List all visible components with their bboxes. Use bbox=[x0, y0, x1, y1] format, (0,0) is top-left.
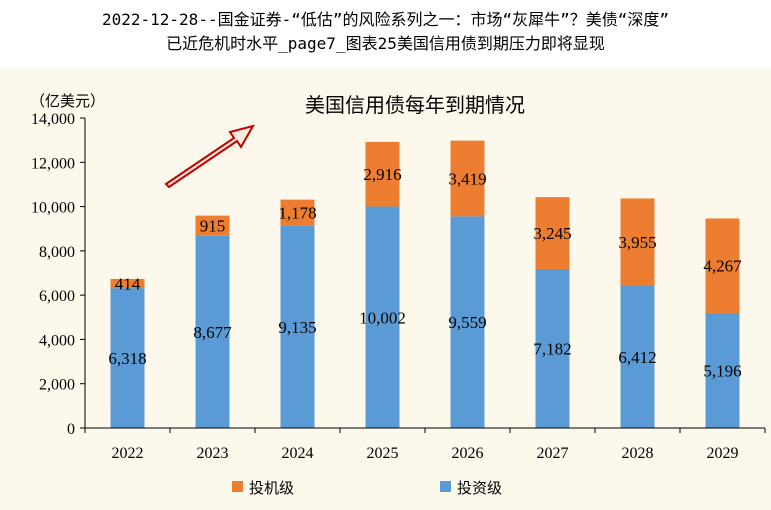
x-tick-label: 2029 bbox=[707, 445, 739, 462]
trend-arrow-annotation bbox=[166, 126, 253, 187]
data-label-investment-grade: 8,677 bbox=[193, 323, 232, 342]
data-label-speculative-grade: 4,267 bbox=[703, 257, 742, 276]
x-tick-label: 2023 bbox=[197, 445, 229, 462]
y-tick-label: 4,000 bbox=[39, 332, 75, 349]
y-tick-label: 12,000 bbox=[31, 155, 75, 172]
arrow-shape bbox=[166, 126, 253, 187]
bars-group: 6,318 414 8,677 915 9,135 1,178 10,002 2,916 9,5… bbox=[108, 141, 742, 428]
x-tick-label: 2025 bbox=[367, 445, 399, 462]
x-tick-label: 2024 bbox=[282, 445, 314, 462]
x-tick-label: 2026 bbox=[452, 445, 484, 462]
page-title-line-2: 已近危机时水平_page7_图表25美国信用债到期压力即将显现 bbox=[0, 32, 771, 56]
data-label-investment-grade: 6,412 bbox=[618, 348, 656, 367]
data-label-speculative-grade: 3,955 bbox=[618, 233, 656, 252]
data-label-investment-grade: 7,182 bbox=[533, 339, 571, 358]
x-tick-label: 2028 bbox=[622, 445, 654, 462]
data-label-speculative-grade: 915 bbox=[200, 217, 226, 236]
data-label-investment-grade: 6,318 bbox=[108, 349, 146, 368]
data-label-investment-grade: 10,002 bbox=[359, 308, 406, 327]
stacked-bar-chart: （亿美元） 美国信用债每年到期情况 6,318 414 8,677 915 9,135 1… bbox=[0, 68, 771, 510]
y-tick-label: 0 bbox=[67, 421, 75, 438]
data-label-speculative-grade: 2,916 bbox=[363, 165, 401, 184]
legend-swatch bbox=[232, 481, 243, 492]
y-tick-label: 8,000 bbox=[39, 244, 75, 261]
x-tick-label: 2022 bbox=[112, 445, 144, 462]
y-tick-label: 2,000 bbox=[39, 377, 75, 394]
data-label-speculative-grade: 3,419 bbox=[448, 169, 486, 188]
y-tick-label: 6,000 bbox=[39, 288, 75, 305]
data-label-investment-grade: 9,559 bbox=[448, 313, 486, 332]
page-title-line-1: 2022-12-28--国金证券-“低估”的风险系列之一：市场“灰犀牛”？美债“… bbox=[0, 8, 771, 32]
legend-label: 投资级 bbox=[457, 479, 502, 497]
data-label-speculative-grade: 1,178 bbox=[278, 204, 316, 223]
legend: 投机级 投资级 bbox=[232, 479, 502, 497]
y-tick-label: 10,000 bbox=[31, 200, 75, 217]
legend-swatch bbox=[440, 481, 451, 492]
data-label-investment-grade: 5,196 bbox=[703, 361, 741, 380]
data-label-speculative-grade: 414 bbox=[115, 275, 141, 294]
chart-panel: （亿美元） 美国信用债每年到期情况 6,318 414 8,677 915 9,135 1… bbox=[0, 68, 771, 510]
data-label-investment-grade: 9,135 bbox=[278, 318, 316, 337]
y-axis-unit-label: （亿美元） bbox=[30, 92, 105, 110]
page-header: 2022-12-28--国金证券-“低估”的风险系列之一：市场“灰犀牛”？美债“… bbox=[0, 0, 771, 68]
x-tick-label: 2027 bbox=[537, 445, 569, 462]
legend-label: 投机级 bbox=[249, 479, 294, 497]
chart-title: 美国信用债每年到期情况 bbox=[305, 93, 525, 117]
data-label-speculative-grade: 3,245 bbox=[533, 224, 571, 243]
y-tick-label: 14,000 bbox=[31, 111, 75, 128]
